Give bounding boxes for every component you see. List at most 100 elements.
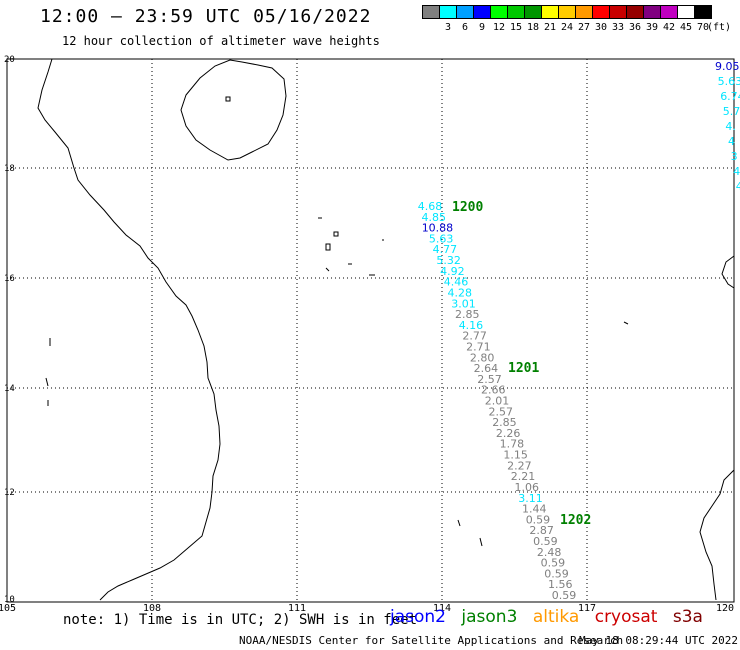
track-value: 4.85 bbox=[421, 211, 446, 224]
track-value: 10.88 bbox=[422, 222, 454, 235]
track-value: 1.56 bbox=[548, 578, 573, 591]
track-value: 1.06 bbox=[515, 481, 540, 494]
track-value: 2.87 bbox=[529, 524, 554, 537]
track-value: 2.57 bbox=[477, 373, 502, 386]
track-value: 3 bbox=[731, 150, 738, 163]
track-value: 2.48 bbox=[537, 546, 562, 559]
track-value: 5.63 bbox=[429, 232, 454, 245]
track-value: 6.74 bbox=[720, 90, 740, 103]
sat-jason3: jason3 bbox=[461, 607, 518, 627]
track-value: 2.77 bbox=[462, 330, 487, 343]
track-value: 4.92 bbox=[440, 265, 465, 278]
footnote: note: 1) Time is in UTC; 2) SWH is in fe… bbox=[63, 612, 418, 628]
track-value: 4 bbox=[736, 180, 740, 193]
coastline-philippines bbox=[699, 255, 735, 601]
track-value: 2.57 bbox=[488, 405, 513, 418]
satellite-legend: jason2 jason3 altika cryosat s3a bbox=[390, 607, 713, 627]
track-value: 0.59 bbox=[544, 567, 569, 580]
legend-tick-label: 30 bbox=[594, 22, 608, 33]
legend-tick-label: 18 bbox=[526, 22, 540, 33]
timestamp: May 18 08:29:44 UTC 2022 bbox=[579, 634, 738, 647]
legend-tick-label: 27 bbox=[577, 22, 591, 33]
color-legend: (ft) 3 6 9 12 15 18 21 24 27 30 33 36 39 42 45 70 bbox=[422, 5, 731, 33]
track-value: 3.01 bbox=[451, 297, 476, 310]
track-value: 5.7 bbox=[723, 105, 740, 118]
track-value: 2.80 bbox=[470, 351, 495, 364]
track-value: 4.77 bbox=[433, 243, 458, 256]
legend-tick-label: 45 bbox=[679, 22, 693, 33]
track-value: 3.11 bbox=[518, 492, 543, 505]
legend-swatches bbox=[422, 5, 712, 19]
legend-tick-label: 36 bbox=[628, 22, 642, 33]
y-tick-label: 20 bbox=[4, 55, 15, 65]
legend-tick-label: 70 bbox=[696, 22, 710, 33]
y-tick-label: 10 bbox=[4, 595, 15, 605]
track-value: 0.59 bbox=[552, 589, 577, 602]
legend-unit: (ft) bbox=[706, 22, 732, 33]
legend-swatch bbox=[694, 5, 712, 19]
legend-tick-label: 15 bbox=[509, 22, 523, 33]
track-value: 2.64 bbox=[474, 362, 499, 375]
legend-tick-label: 21 bbox=[543, 22, 557, 33]
track-value: 2.26 bbox=[496, 427, 521, 440]
time-label-1200: 1200 bbox=[452, 200, 483, 215]
track-value: 4.16 bbox=[459, 319, 484, 332]
coastline-vietnam bbox=[37, 58, 221, 601]
track-value: 4.46 bbox=[444, 276, 469, 289]
x-tick-label: 117 bbox=[578, 603, 596, 614]
altimeter-track-main: 4.684.8510.885.634.775.324.924.464.283.0… bbox=[418, 200, 577, 602]
time-label-1201: 1201 bbox=[508, 361, 539, 376]
track-value: 2.27 bbox=[507, 459, 532, 472]
track-value: 4. bbox=[725, 120, 736, 133]
track-value: 2.71 bbox=[466, 340, 491, 353]
credit-line: NOAA/NESDIS Center for Satellite Applica… bbox=[239, 634, 624, 647]
coastline-islands bbox=[318, 217, 629, 547]
legend-ticks: (ft) 3 6 9 12 15 18 21 24 27 30 33 36 39 42 45 70 bbox=[422, 22, 740, 36]
legend-tick-label: 9 bbox=[478, 22, 486, 33]
x-tick-label: 114 bbox=[433, 603, 451, 614]
sat-s3a: s3a bbox=[672, 607, 703, 627]
track-value: 4.68 bbox=[418, 200, 443, 213]
y-axis-labels: 20 18 16 14 12 10 bbox=[4, 55, 15, 605]
x-tick-label: 120 bbox=[716, 603, 734, 614]
x-axis-labels: 105 108 111 114 117 120 bbox=[0, 603, 734, 614]
coastline-hainan bbox=[180, 59, 287, 161]
map-frame bbox=[6, 58, 735, 603]
y-tick-label: 14 bbox=[4, 384, 15, 394]
legend-tick-label: 42 bbox=[662, 22, 676, 33]
y-tick-label: 18 bbox=[4, 164, 15, 174]
map-subtitle: 12 hour collection of altimeter wave hei… bbox=[62, 34, 380, 48]
legend-tick-label: 24 bbox=[560, 22, 574, 33]
sat-altika: altika bbox=[532, 607, 580, 627]
legend-tick-label: 6 bbox=[461, 22, 469, 33]
track-value: 4.28 bbox=[448, 286, 473, 299]
track-value: 2.85 bbox=[455, 308, 480, 321]
sat-jason2: jason2 bbox=[390, 607, 446, 627]
legend-tick-label: 33 bbox=[611, 22, 625, 33]
track-value: 0.59 bbox=[533, 535, 558, 548]
graticule bbox=[7, 59, 734, 602]
x-tick-label: 108 bbox=[143, 603, 161, 614]
legend-tick-label: 12 bbox=[492, 22, 506, 33]
track-value: 2.21 bbox=[511, 470, 536, 483]
y-tick-label: 12 bbox=[4, 488, 15, 498]
track-value: 1.15 bbox=[503, 449, 528, 462]
track-value: 4 bbox=[733, 165, 740, 178]
time-label-1202: 1202 bbox=[560, 513, 591, 528]
track-value: 5.63 bbox=[718, 75, 740, 88]
track-value: 1.78 bbox=[500, 438, 525, 451]
y-tick-label: 16 bbox=[4, 274, 15, 284]
altimeter-track-edge: 9.05 5.63 6.74 5.7 4. 4 3 4 4 bbox=[715, 60, 740, 193]
legend-tick-label: 39 bbox=[645, 22, 659, 33]
legend-tick-label: 3 bbox=[444, 22, 452, 33]
track-value: 2.01 bbox=[485, 395, 510, 408]
track-value: 5.32 bbox=[436, 254, 461, 267]
track-value: 0.59 bbox=[541, 557, 566, 570]
sat-cryosat: cryosat bbox=[594, 607, 658, 627]
track-value: 4 bbox=[728, 135, 735, 148]
track-value: 1.44 bbox=[522, 503, 547, 516]
x-tick-label: 111 bbox=[288, 603, 306, 614]
track-value: 0.59 bbox=[526, 513, 551, 526]
track-value: 9.05 bbox=[715, 60, 740, 73]
